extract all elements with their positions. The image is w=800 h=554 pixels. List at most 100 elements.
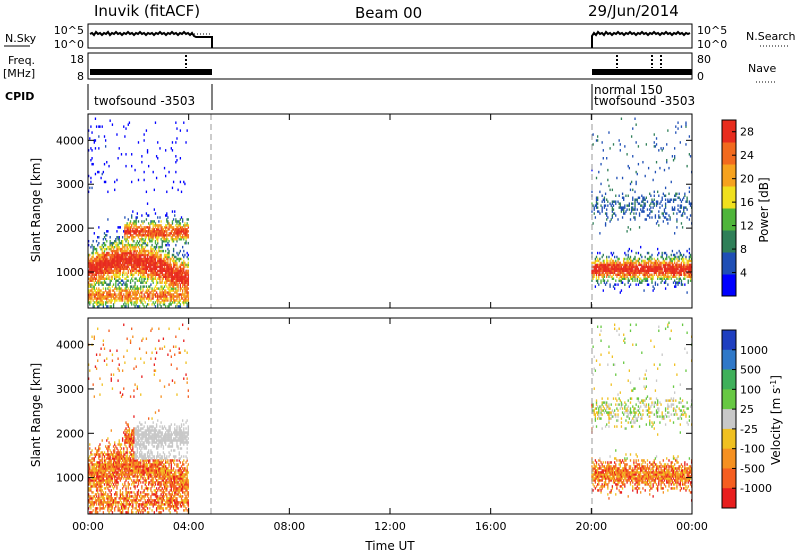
heatmap-cell (125, 479, 127, 482)
heatmap-cell (132, 429, 134, 432)
heatmap-cell (124, 297, 126, 300)
heatmap-cell (689, 271, 692, 275)
heatmap-cell (647, 214, 650, 217)
heatmap-cell (135, 481, 137, 484)
heatmap-cell (137, 279, 140, 282)
heatmap-cell (688, 202, 691, 205)
heatmap-cell (104, 139, 107, 142)
heatmap-cell (89, 259, 91, 263)
heatmap-cell (89, 467, 91, 470)
heatmap-cell (93, 301, 95, 304)
heatmap-cell (181, 283, 184, 286)
heatmap-cell (598, 265, 600, 269)
heatmap-cell (92, 505, 94, 508)
heatmap-cell (114, 481, 116, 484)
heatmap-cell (166, 297, 168, 300)
heatmap-cell (133, 230, 135, 233)
heatmap-cell (176, 137, 178, 140)
heatmap-cell (117, 505, 119, 508)
heatmap-cell (124, 247, 126, 251)
heatmap-cell (111, 123, 114, 126)
heatmap-cell (97, 295, 99, 298)
heatmap-cell (108, 503, 110, 506)
heatmap-cell (101, 247, 103, 251)
heatmap-cell (124, 469, 126, 472)
heatmap-cell (127, 279, 129, 282)
heatmap-cell (618, 269, 620, 273)
heatmap-cell (181, 263, 184, 267)
heatmap-cell (132, 469, 134, 472)
heatmap-cell (129, 469, 132, 472)
heatmap-cell (125, 463, 127, 466)
heatmap-cell (170, 277, 172, 280)
heatmap-cell (158, 269, 160, 273)
heatmap-cell (110, 255, 112, 259)
heatmap-cell (606, 271, 608, 275)
heatmap-cell (630, 275, 633, 278)
heatmap-cell (115, 287, 117, 290)
heatmap-cell (687, 267, 689, 271)
heatmap-cell (646, 271, 649, 275)
heatmap-cell (95, 239, 98, 243)
heatmap-cell (595, 271, 598, 275)
heatmap-cell (159, 267, 161, 271)
heatmap-cell (95, 465, 98, 468)
heatmap-cell (98, 481, 100, 484)
heatmap-cell (157, 273, 159, 277)
heatmap-cell (171, 279, 174, 282)
heatmap-cell (170, 271, 172, 275)
heatmap-cell (107, 455, 109, 458)
heatmap-cell (652, 178, 654, 182)
heatmap-cell (103, 487, 106, 490)
heatmap-cell (619, 265, 621, 269)
heatmap-cell (114, 485, 116, 488)
heatmap-cell (129, 451, 132, 454)
heatmap-cell (160, 301, 162, 304)
heatmap-cell (137, 141, 140, 144)
heatmap-cell (136, 226, 138, 229)
heatmap-cell (129, 473, 132, 476)
heatmap-cell (595, 202, 598, 205)
heatmap-cell (103, 269, 106, 273)
heatmap-cell (169, 293, 171, 296)
heatmap-cell (652, 277, 654, 280)
heatmap-cell (629, 267, 632, 271)
heatmap-cell (674, 147, 676, 150)
heatmap-cell (125, 511, 127, 514)
heatmap-cell (635, 212, 637, 215)
heatmap-cell (137, 234, 140, 237)
heatmap-cell (137, 479, 140, 482)
heatmap-cell (171, 141, 174, 144)
heatmap-cell (621, 269, 624, 273)
heatmap-cell (90, 263, 92, 267)
heatmap-cell (132, 453, 134, 456)
heatmap-cell (181, 236, 184, 239)
heatmap-cell (101, 301, 103, 304)
heatmap-cell (666, 253, 668, 257)
heatmap-cell (625, 261, 627, 265)
heatmap-cell (684, 267, 686, 271)
heatmap-cell (97, 170, 99, 174)
heatmap-cell (172, 277, 175, 280)
heatmap-cell (134, 437, 136, 440)
heatmap-cell (155, 271, 158, 275)
heatmap-cell (104, 463, 107, 466)
heatmap-cell (598, 267, 600, 271)
heatmap-cell (115, 295, 117, 298)
heatmap-cell (124, 289, 126, 292)
heatmap-cell (154, 121, 157, 124)
heatmap-cell (664, 275, 667, 278)
heatmap-cell (170, 257, 172, 261)
heatmap-cell (651, 200, 653, 203)
heatmap-cell (601, 210, 603, 213)
heatmap-cell (102, 339, 105, 343)
heatmap-cell (646, 267, 649, 271)
heatmap-cell (126, 245, 128, 249)
heatmap-cell (185, 141, 187, 144)
heatmap-cell (640, 271, 642, 275)
heatmap-cell (647, 267, 650, 271)
heatmap-cell (681, 198, 684, 201)
heatmap-cell (103, 499, 106, 502)
cpid-row: CPID twofsound -3503 normal 150 twofsoun… (5, 83, 695, 110)
heatmap-cell (103, 471, 106, 474)
